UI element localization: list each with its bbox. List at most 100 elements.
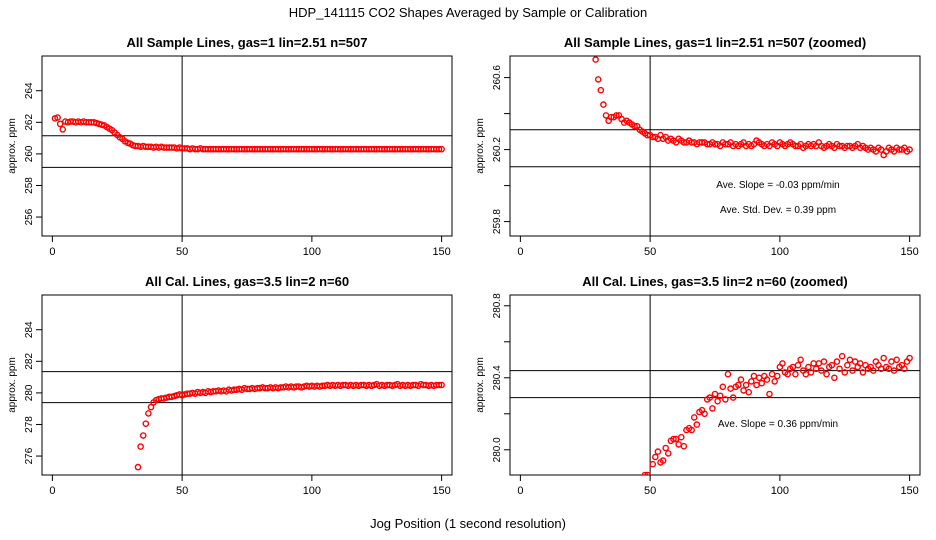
data-point [59,126,67,133]
data-point [742,381,750,389]
data-point [901,365,908,373]
data-point [592,56,599,63]
data-point [805,363,812,371]
x-tick-label: 50 [644,246,656,258]
panel-title: All Sample Lines, gas=1 lin=2.51 n=507 [127,35,368,50]
x-tick-label: 150 [432,246,450,258]
data-point [675,441,682,448]
data-point [654,448,662,455]
data-point [750,372,758,380]
data-point [771,378,778,385]
panel-4: All Cal. Lines, gas=3.5 lin=2 n=60 (zoom… [475,274,921,497]
y-tick-label: 260.2 [492,137,503,162]
data-point [714,397,721,405]
data-point [758,379,766,387]
figure-x-axis-label: Jog Position (1 second resolution) [370,516,566,531]
reference-lines [510,295,920,475]
x-tick-label: 0 [49,246,55,258]
data-point [719,383,727,391]
data-point [600,101,607,108]
y-axis-label: approx. ppm [475,357,486,413]
annotation: Ave. Slope = 0.36 ppm/min [718,419,838,430]
data-point [722,396,729,403]
x-tick-label: 100 [303,246,321,258]
data-point [602,112,610,119]
data-point [652,453,659,461]
data-point [766,390,773,398]
data-point [680,442,688,450]
data-point [893,356,900,364]
data-point [145,410,152,417]
y-tick-label: 280.8 [492,293,503,318]
y-tick-label: 276 [24,447,35,464]
data-points [641,352,913,475]
data-point [784,370,791,378]
data-point [851,358,859,365]
data-point [797,356,804,364]
data-points [134,380,445,471]
x-tick-label: 100 [771,485,789,497]
plot-frame [41,294,453,476]
data-point [688,426,695,434]
data-point [729,394,737,401]
plot-frame [41,55,453,237]
data-point [768,370,776,378]
data-point [745,388,753,396]
data-point [818,367,825,374]
data-point [807,369,815,376]
y-tick-label: 280 [24,384,35,401]
data-point [664,450,672,457]
data-point [435,145,443,153]
data-point [849,367,856,374]
data-point [701,410,708,418]
y-tick-label: 260.6 [492,65,503,90]
reference-lines [510,56,920,236]
data-point [859,369,867,376]
data-points [51,114,445,153]
data-point [846,356,854,364]
panel-title: All Cal. Lines, gas=3.5 lin=2 n=60 (zoom… [582,274,848,289]
data-point [641,471,649,475]
data-point [779,360,786,367]
x-tick-label: 150 [900,485,918,497]
data-point [823,370,830,378]
panel-title: All Sample Lines, gas=1 lin=2.51 n=507 (… [564,35,866,50]
y-tick-label: 259.8 [492,209,503,234]
data-point [716,392,724,400]
data-point [709,405,716,412]
y-tick-label: 258 [24,177,35,194]
data-point [706,394,714,401]
data-point [670,435,677,443]
data-point [435,381,443,389]
data-point [755,374,763,382]
panel-1: All Sample Lines, gas=1 lin=2.51 n=507 ap… [7,35,453,258]
y-tick-label: 284 [24,321,35,338]
data-point [147,403,155,411]
y-tick-label: 260 [24,145,35,162]
data-point [833,358,841,365]
panel-3: All Cal. Lines, gas=3.5 lin=2 n=60 approx… [7,274,453,497]
data-point [880,354,887,362]
data-point [831,374,838,382]
figure-title: HDP_141115 CO2 Shapes Averaged by Sample… [288,5,648,20]
data-point [836,365,843,373]
data-point [662,444,669,452]
data-point [438,381,445,389]
data-point [888,358,895,365]
data-point [740,387,747,394]
data-point [659,457,667,464]
x-tick-label: 50 [176,485,188,497]
y-tick-label: 278 [24,416,35,433]
data-point [613,112,620,119]
x-tick-label: 0 [517,246,523,258]
data-point [724,370,732,378]
y-tick-label: 282 [24,353,35,370]
y-tick-label: 280.0 [492,437,503,462]
data-point [711,390,719,398]
data-point [631,122,638,130]
data-point [906,146,913,153]
data-point [810,360,817,367]
plot-frame [509,294,921,476]
data-point [649,460,657,468]
